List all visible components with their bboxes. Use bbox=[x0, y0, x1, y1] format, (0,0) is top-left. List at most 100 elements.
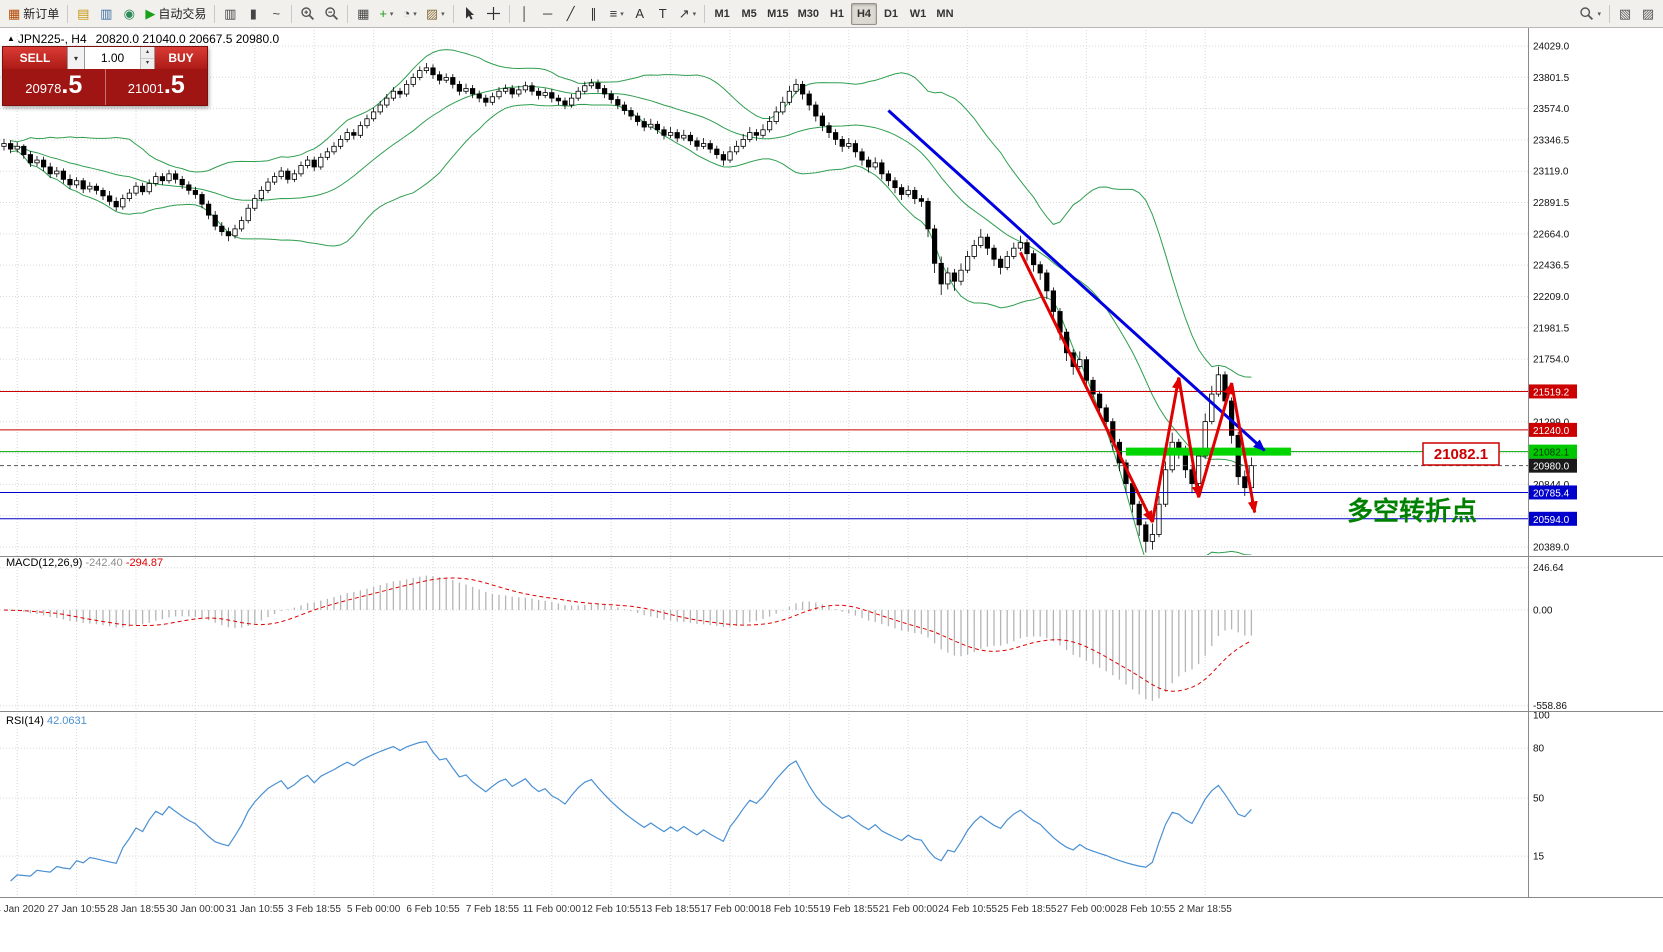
price-tag-20980.0 bbox=[1529, 458, 1577, 473]
fibonacci-icon: ≡ bbox=[609, 6, 618, 21]
rsi-caption: RSI(14) 42.0631 bbox=[6, 715, 87, 727]
fibonacci-button[interactable]: ≡ ▾ bbox=[606, 3, 628, 25]
price-axis-label: 22664.0 bbox=[1533, 229, 1570, 240]
caret-down-icon: ▾ bbox=[73, 53, 78, 63]
price-axis-label: 20844.0 bbox=[1533, 480, 1570, 491]
periods-button[interactable]: ◔ ▾ bbox=[398, 3, 420, 25]
price-tag-label: 20594.0 bbox=[1533, 515, 1570, 526]
toolbar: ▦ 新订单 ▤ ▥ ◉ ▶ 自动交易 ▥ ▮ ~ ▦ + ▾ ◔ ▾ ▨ ▾ │ ─ ╱ ∥ ≡ ▾ A T ↗ ▾ M1 M5 M15 M… bbox=[0, 0, 1663, 28]
bar-chart-icon-icon: ▥ bbox=[224, 6, 237, 21]
macd-axis-label: 0.00 bbox=[1533, 606, 1553, 617]
toolbar-separator bbox=[452, 4, 454, 23]
search-button[interactable]: ▾ bbox=[1575, 3, 1605, 25]
toolbar-separator bbox=[214, 4, 216, 23]
price-callout[interactable]: 21082.1 bbox=[1422, 442, 1500, 466]
timeframe-m5-button[interactable]: M5 bbox=[736, 3, 762, 25]
rsi-axis-label: 80 bbox=[1533, 744, 1545, 755]
volume-increase-button[interactable]: ▴ bbox=[141, 47, 154, 59]
timeframe-m15-button[interactable]: M15 bbox=[763, 3, 792, 25]
order-type-dropdown[interactable]: ▾ bbox=[67, 47, 85, 69]
price-tag-label: 21082.1 bbox=[1533, 448, 1570, 459]
volume-decrease-button[interactable]: ▾ bbox=[141, 58, 154, 69]
time-axis-label: 2 Mar 18:55 bbox=[1179, 904, 1233, 915]
bollinger-bands bbox=[10, 49, 1252, 555]
level-lines[interactable] bbox=[0, 390, 1528, 520]
vertical-line-button[interactable]: │ bbox=[514, 3, 536, 25]
cursor-button[interactable] bbox=[458, 3, 481, 25]
trendline-icon: ╱ bbox=[566, 6, 575, 21]
label-tool-icon: T bbox=[658, 6, 667, 21]
chart-list-icon: ▧ bbox=[1618, 6, 1632, 21]
chart-window-icon-button[interactable]: ▤ bbox=[72, 3, 94, 25]
time-axis-label: 25 Feb 18:55 bbox=[998, 904, 1057, 915]
rsi-line bbox=[10, 740, 1252, 882]
arrows-tool-button[interactable]: ↗ ▾ bbox=[675, 3, 700, 25]
red-zigzag-drawing[interactable] bbox=[1019, 251, 1258, 523]
volume-box: ▴ ▾ bbox=[85, 47, 155, 69]
time-axis-label: 13 Feb 18:55 bbox=[641, 904, 700, 915]
refresh-icon-icon: ◉ bbox=[123, 6, 135, 21]
toolbar-separator bbox=[347, 4, 349, 23]
time-axis-label: 18 Feb 10:55 bbox=[760, 904, 819, 915]
palette-button[interactable]: ▨ bbox=[1637, 3, 1659, 25]
text-tool-button[interactable]: A bbox=[629, 3, 651, 25]
candlestick-chart-icon-button[interactable]: ▮ bbox=[242, 3, 264, 25]
macd-panel bbox=[0, 567, 1528, 707]
auto-trading-button[interactable]: ▶ 自动交易 bbox=[141, 3, 210, 25]
price-tags[interactable]: 21519.2 21240.0 21082.1 20980.0 20785.4 20594… bbox=[1529, 384, 1577, 526]
timeframe-m1-button[interactable]: M1 bbox=[709, 3, 735, 25]
new-order-button[interactable]: ▦ 新订单 bbox=[4, 3, 63, 25]
label-tool-button[interactable]: T bbox=[652, 3, 674, 25]
blue-trendline-drawing[interactable] bbox=[887, 109, 1266, 452]
tile-windows-button[interactable]: ▦ bbox=[352, 3, 374, 25]
price-axis-label: 22436.5 bbox=[1533, 261, 1570, 272]
toolbar-right-group: ▾ ▧ ▨ bbox=[1575, 3, 1659, 25]
magnifier-icon bbox=[1580, 7, 1594, 21]
price-axis-label: 23801.5 bbox=[1533, 73, 1570, 84]
channel-button[interactable]: ∥ bbox=[583, 3, 605, 25]
toolbar-separator bbox=[508, 4, 510, 23]
crosshair-button[interactable] bbox=[482, 3, 505, 25]
toolbar-left-group: ▦ 新订单 ▤ ▥ ◉ ▶ 自动交易 ▥ ▮ ~ ▦ + ▾ ◔ ▾ ▨ ▾ │ ─ ╱ ∥ ≡ ▾ A T ↗ ▾ M1 M5 M15 M… bbox=[4, 2, 958, 25]
templates-button[interactable]: ▨ ▾ bbox=[422, 3, 449, 25]
caret-down-icon: ▾ bbox=[389, 10, 394, 18]
buy-price[interactable]: 21001 .5 bbox=[104, 69, 208, 105]
sell-price[interactable]: 20978 .5 bbox=[3, 69, 105, 105]
volume-input[interactable] bbox=[85, 47, 140, 69]
auto-trading-icon: ▶ bbox=[145, 6, 156, 21]
sell-button[interactable]: SELL bbox=[3, 47, 67, 69]
time-axis-label: 17 Feb 00:00 bbox=[701, 904, 760, 915]
timeframe-h1-button[interactable]: H1 bbox=[824, 3, 850, 25]
bar-chart-icon-button[interactable]: ▥ bbox=[219, 3, 241, 25]
zoom-out-button[interactable] bbox=[320, 3, 343, 25]
indicators-button[interactable]: + ▾ bbox=[375, 3, 397, 25]
timeframe-h4-button[interactable]: H4 bbox=[850, 2, 877, 25]
turning-point-annotation: 多空转折点 bbox=[1347, 496, 1477, 526]
symbol-marker-icon: ▲ bbox=[7, 34, 15, 43]
timeframe-w1-button[interactable]: W1 bbox=[905, 3, 931, 25]
arrows-tool-icon: ↗ bbox=[678, 6, 690, 21]
chart-list-button[interactable]: ▧ bbox=[1614, 3, 1636, 25]
macd-signal-line bbox=[3, 577, 1252, 692]
timeframe-d1-button[interactable]: D1 bbox=[878, 3, 904, 25]
timeframe-mn-button[interactable]: MN bbox=[932, 3, 958, 25]
time-axis-label: 31 Jan 10:55 bbox=[226, 904, 284, 915]
price-tag-20785.4 bbox=[1529, 485, 1577, 500]
channel-icon: ∥ bbox=[590, 6, 597, 21]
time-axis-label: 27 Jan 10:55 bbox=[48, 904, 106, 915]
price-callout-label: 21082.1 bbox=[1434, 446, 1488, 463]
zoom-in-button[interactable] bbox=[296, 3, 319, 25]
buy-button[interactable]: BUY bbox=[155, 47, 207, 69]
trendline-button[interactable]: ╱ bbox=[560, 3, 582, 25]
new-order-label: 新订单 bbox=[23, 7, 60, 21]
price-axis-label: 23574.0 bbox=[1533, 104, 1570, 115]
horizontal-line-button[interactable]: ─ bbox=[537, 3, 559, 25]
profiles-icon-button[interactable]: ▥ bbox=[95, 3, 117, 25]
refresh-icon-button[interactable]: ◉ bbox=[118, 3, 140, 25]
line-chart-icon-button[interactable]: ~ bbox=[265, 3, 287, 25]
trade-panel-prices: 20978 .5 21001 .5 bbox=[3, 69, 207, 105]
timeframe-m30-button[interactable]: M30 bbox=[794, 3, 823, 25]
buy-price-main: 21001 bbox=[127, 81, 164, 96]
time-axis-label: 21 Feb 00:00 bbox=[879, 904, 938, 915]
